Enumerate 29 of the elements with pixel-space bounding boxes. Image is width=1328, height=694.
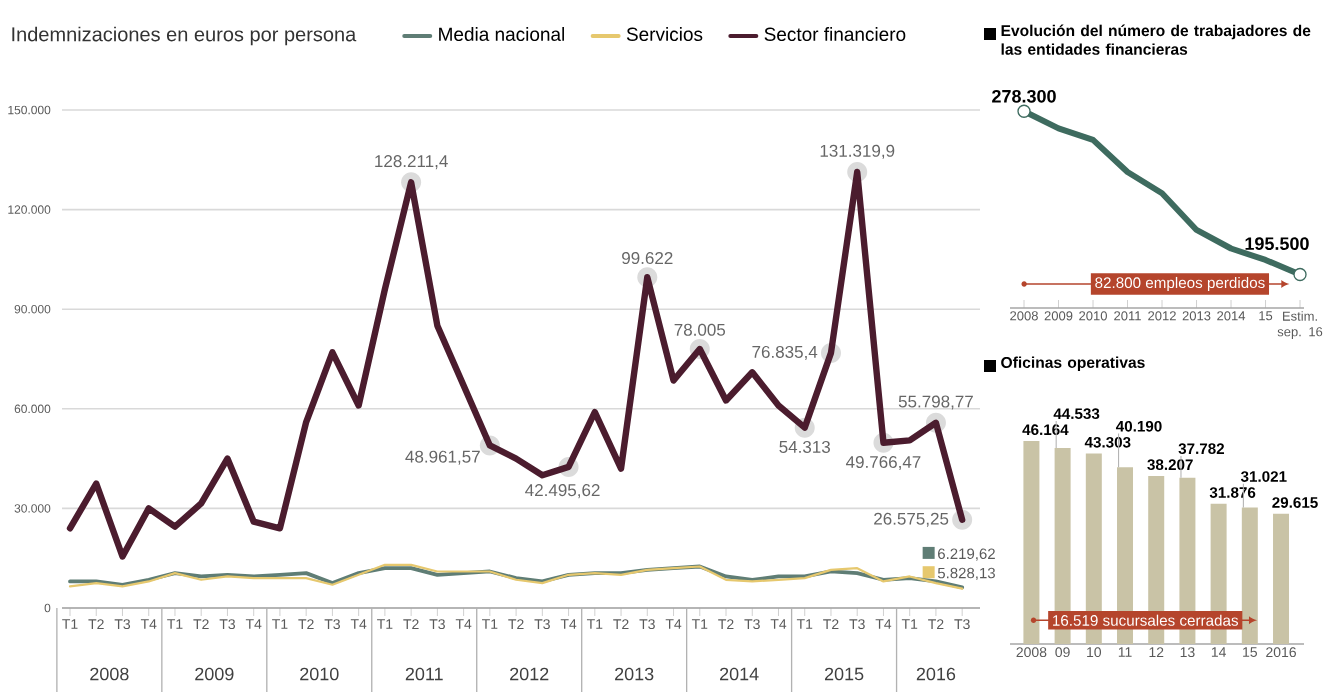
data-label: 48.961,57 xyxy=(405,450,480,465)
data-label: 49.766,47 xyxy=(845,455,921,471)
legend-label: Media nacional xyxy=(439,27,564,41)
data-label: 128.211,4 xyxy=(375,155,448,170)
text: 2014 xyxy=(720,667,759,681)
text: 2011 xyxy=(405,667,443,681)
text: 2015 xyxy=(824,667,864,681)
data-label: 278.300 xyxy=(992,89,1056,103)
data-label: 131.319,9 xyxy=(820,144,895,159)
text: 2009 xyxy=(195,667,234,681)
bar xyxy=(1023,440,1040,644)
chart-title: Indemnizaciones en euros por persona xyxy=(12,26,357,46)
bar xyxy=(1241,507,1258,644)
text: 2012 xyxy=(510,667,549,681)
legend-label: Servicios xyxy=(626,27,703,41)
text: 2008 xyxy=(90,667,129,681)
data-label: 99.622 xyxy=(622,252,673,265)
text: 2010 xyxy=(300,667,339,681)
data-label: 26.575,25 xyxy=(874,512,949,527)
bar xyxy=(1273,513,1290,644)
data-label: 54.313 xyxy=(779,440,830,453)
data-label: 55.798,77 xyxy=(898,395,973,410)
text: 2016 xyxy=(916,667,956,681)
data-label: 195.500 xyxy=(1245,237,1309,250)
data-label: 42.495,62 xyxy=(525,484,600,499)
data-label: 78.005 xyxy=(674,323,726,336)
legend-label: Sector financiero xyxy=(764,27,906,41)
data-label: 76.835,4 xyxy=(752,345,818,360)
text: 2013 xyxy=(615,667,654,681)
